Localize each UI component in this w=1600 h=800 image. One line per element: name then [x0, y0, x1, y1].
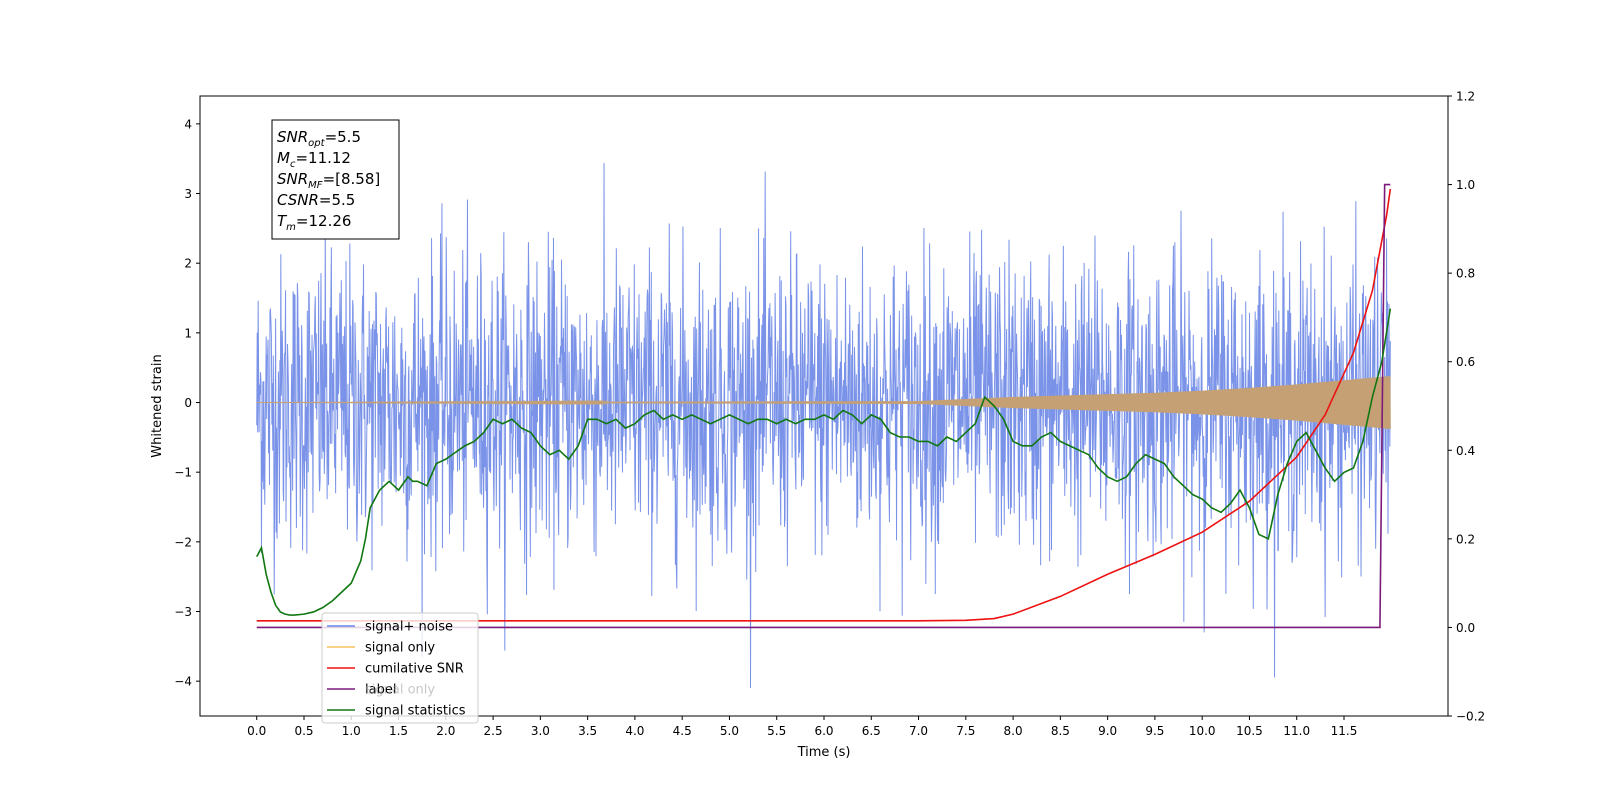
legend-label: signal statistics [365, 704, 466, 719]
legend-label: label [365, 683, 396, 698]
x-tick-label: 9.0 [1098, 724, 1117, 738]
plot-area [256, 162, 1392, 689]
y-tick-label: 0 [184, 396, 192, 410]
y-axis-ticks: −4 −3 −2 −1 0 1 2 3 4 [174, 117, 200, 689]
legend-label: cumilative SNR [365, 662, 464, 677]
y2-tick-label: 0.8 [1456, 267, 1475, 281]
y-tick-label: −1 [174, 466, 192, 480]
x-tick-label: 4.5 [673, 724, 692, 738]
annotation-subscript: c [290, 159, 296, 170]
y-tick-label: 4 [184, 117, 192, 131]
x-tick-label: 7.5 [956, 724, 975, 738]
x-tick-label: 11.0 [1283, 724, 1310, 738]
annotation-frame [271, 119, 400, 240]
y2-tick-label: 0.0 [1456, 621, 1475, 635]
x-axis-ticks: 0.0 0.5 1.0 1.5 2.0 2.5 3.0 3.5 4.0 4.5 5.0 5.5 6.0 6… [247, 716, 1357, 738]
y-tick-label: −4 [174, 675, 192, 689]
y-tick-label: 3 [184, 187, 192, 201]
annotation-symbol: M [277, 149, 290, 167]
annotation-line: SNRopt=5.5 [277, 128, 361, 149]
x-tick-label: 7.0 [909, 724, 928, 738]
x-axis-label: Time (s) [797, 745, 851, 760]
x-tick-label: 6.5 [862, 724, 881, 738]
x-tick-label: 0.0 [247, 724, 266, 738]
signal-noise-line [256, 162, 1391, 689]
x-tick-label: 8.5 [1051, 724, 1070, 738]
x-tick-label: 2.0 [436, 724, 455, 738]
series-signal-noise [256, 162, 1391, 689]
annotation-subscript: opt [308, 138, 325, 149]
y2-tick-label: 1.2 [1456, 90, 1475, 104]
legend-label: signal only [365, 641, 435, 656]
x-tick-label: 8.0 [1004, 724, 1023, 738]
y2-axis-ticks: −0.2 0.0 0.2 0.4 0.6 0.8 1.0 1.2 [1448, 90, 1485, 724]
annotation-line: CSNR=5.5 [277, 191, 355, 209]
x-tick-label: 11.5 [1331, 724, 1358, 738]
annotation-symbol: CSNR [277, 191, 319, 209]
annotation-subscript: MF [308, 180, 323, 191]
x-tick-label: 2.5 [484, 724, 503, 738]
annotation-line: Mc=11.12 [277, 149, 351, 170]
annotation-value: =5.5 [325, 128, 361, 146]
annotation-symbol: SNR [277, 170, 308, 188]
legend-frame [321, 612, 479, 724]
y-axis-label: Whitened strain [150, 354, 165, 457]
x-tick-label: 6.0 [814, 724, 833, 738]
x-tick-label: 10.5 [1236, 724, 1263, 738]
annotation-value: =5.5 [319, 191, 355, 209]
signal-only-line [256, 376, 1391, 429]
x-tick-label: 9.5 [1145, 724, 1164, 738]
annotation-value: =[8.58] [323, 170, 381, 188]
x-tick-label: 3.0 [531, 724, 550, 738]
legend: signal+ noise signal only cumilative SNR la… [321, 612, 479, 724]
y2-tick-label: 0.6 [1456, 355, 1475, 369]
annotation-line: SNRMF=[8.58] [277, 170, 380, 191]
legend-ghost-label: signal only [365, 683, 435, 698]
series-lines [256, 183, 1392, 629]
y-tick-label: 2 [184, 257, 192, 271]
annotation-subscript: m [286, 222, 296, 233]
y2-tick-label: −0.2 [1456, 710, 1485, 724]
y2-tick-label: 1.0 [1456, 178, 1475, 192]
y2-tick-label: 0.2 [1456, 532, 1475, 546]
legend-label: signal+ noise [365, 620, 453, 635]
label-line [256, 183, 1391, 629]
annotation-symbol: T [277, 212, 288, 230]
annotation-value: =11.12 [295, 149, 351, 167]
y-tick-label: −2 [174, 535, 192, 549]
x-tick-label: 5.5 [767, 724, 786, 738]
y2-tick-label: 0.4 [1456, 444, 1475, 458]
signal-statistics-line [256, 308, 1392, 616]
y-tick-label: −3 [174, 605, 192, 619]
x-tick-label: 4.0 [625, 724, 644, 738]
annotation-value: =12.26 [296, 212, 352, 230]
x-tick-label: 0.5 [294, 724, 313, 738]
x-tick-label: 5.0 [720, 724, 739, 738]
cumilative-snr-line [256, 188, 1392, 622]
x-tick-label: 1.0 [342, 724, 361, 738]
parameter-annotation-box: SNRopt=5.5Mc=11.12SNRMF=[8.58]CSNR=5.5Tm… [271, 119, 400, 240]
series-signal-only [256, 376, 1391, 429]
x-tick-label: 1.5 [389, 724, 408, 738]
annotation-line: Tm=12.26 [277, 212, 351, 233]
x-tick-label: 10.0 [1189, 724, 1216, 738]
annotation-symbol: SNR [277, 128, 308, 146]
y-tick-label: 1 [184, 326, 192, 340]
x-tick-label: 3.5 [578, 724, 597, 738]
